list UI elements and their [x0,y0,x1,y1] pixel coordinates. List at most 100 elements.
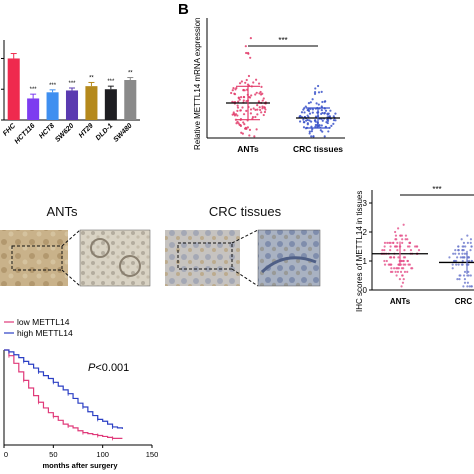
mrna-data-point [305,119,308,122]
ihc-data-point [394,238,397,241]
ihc-data-point [467,256,470,259]
ihc-y-tick-label: 2 [363,228,368,237]
ihc-data-point [397,256,400,259]
mrna-data-point [326,113,329,116]
ihc-data-point [460,263,464,266]
mrna-data-point [247,74,251,78]
significance-label: *** [49,83,57,89]
ihc-data-point [457,263,460,266]
ihc-data-point [401,274,404,277]
km-x-tick-label: 0 [4,450,8,459]
mrna-data-point [246,126,249,129]
mrna-data-point [319,129,322,132]
mrna-data-point [312,135,315,138]
ihc-data-point [401,281,405,284]
ihc-data-point [414,245,417,248]
ihc-data-point [463,252,466,255]
ihc-data-point [451,263,454,266]
mrna-data-point [237,96,240,100]
ihc-data-point [461,259,464,263]
mrna-data-point [309,101,312,104]
ants-zoom-box [11,245,63,271]
mrna-data-point [233,92,236,95]
mrna-data-point [321,119,324,122]
mrna-data-point [240,131,243,134]
ihc-data-point [402,267,405,270]
mrna-data-point [314,123,317,127]
mrna-data-point [232,87,235,90]
mrna-data-point [237,100,240,103]
ihc-data-point [389,256,392,259]
mrna-data-point [243,123,246,126]
bar-x-tick-label: SW480 [113,122,134,143]
mrna-data-point [240,80,243,83]
ihc-data-point [416,245,419,248]
significance-label: *** [68,81,76,87]
ihc-data-point [462,256,466,259]
mrna-data-point [308,132,311,135]
ihc-data-point [470,285,473,288]
significance-label: ** [89,75,94,81]
ihc-y-tick-label: 3 [363,199,368,208]
mrna-data-point [302,108,305,111]
mrna-data-point [251,115,255,119]
mrna-y-label: Relative METTL14 mRNA expression [193,18,202,151]
ihc-data-point [453,259,456,263]
km-series-line [4,349,123,439]
mrna-data-point [239,96,243,99]
ihc-data-point [389,270,393,273]
ihc-data-point [466,241,469,244]
mrna-data-point [239,123,242,127]
ihc-data-point [394,234,398,237]
ihc-data-point [406,270,409,273]
ihc-y-label: IHC scores of METTL14 in tissues [355,191,364,312]
ihc-data-point [455,259,458,263]
ihc-data-point [466,285,469,288]
mrna-data-point [308,130,311,133]
mrna-data-point [323,111,326,115]
mrna-data-point [332,115,335,118]
ants-low-mag-image [0,230,68,286]
mrna-data-point [244,81,247,84]
ihc-data-point [464,245,467,248]
mrna-data-point [311,108,314,111]
mrna-data-point [325,121,328,124]
mrna-data-point [314,125,317,128]
ihc-data-point [469,274,472,277]
significance-label: *** [30,87,38,93]
mrna-data-point [230,91,233,95]
mrna-data-point [332,122,335,125]
ihc-data-point [462,274,466,277]
mrna-data-point [236,114,239,117]
ihc-data-point [404,263,407,266]
ants-zoom-line-top [61,229,81,247]
ihc-data-point [457,245,460,248]
ihc-data-point [408,241,411,244]
ants-image-title: ANTs [46,204,78,219]
ihc-data-point [459,274,462,277]
mrna-data-point [250,94,253,97]
ihc-data-point [469,238,473,241]
bar-x-tick-label: FHC [2,122,18,138]
ihc-data-point [468,285,471,288]
ihc-data-point [456,256,459,259]
ihc-data-point [452,252,455,255]
ihc-data-point [457,252,461,255]
mrna-data-point [317,91,321,94]
mrna-data-point [313,90,317,94]
crc-image-title: CRC tissues [209,204,282,219]
ihc-data-point [462,245,465,248]
ihc-data-point [462,285,465,288]
mrna-data-point [259,108,262,112]
ihc-data-point [408,245,411,248]
mrna-data-point [242,121,245,124]
mrna-data-point [254,108,257,111]
ihc-data-point [385,259,388,263]
mrna-data-point [249,108,253,111]
ihc-data-point [394,230,397,234]
mrna-data-point [246,83,250,86]
mrna-data-point [255,78,258,81]
panel-label-b: B [178,1,189,18]
